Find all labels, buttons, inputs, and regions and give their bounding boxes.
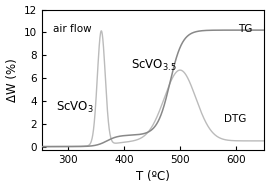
Text: air flow: air flow xyxy=(53,24,92,34)
Y-axis label: ΔW (%): ΔW (%) xyxy=(6,58,19,102)
Text: DTG: DTG xyxy=(224,114,247,124)
Text: ScVO$_3$: ScVO$_3$ xyxy=(56,100,93,115)
X-axis label: T (ºC): T (ºC) xyxy=(136,170,170,184)
Text: TG: TG xyxy=(238,24,252,34)
Text: ScVO$_{3.5}$: ScVO$_{3.5}$ xyxy=(131,58,177,73)
